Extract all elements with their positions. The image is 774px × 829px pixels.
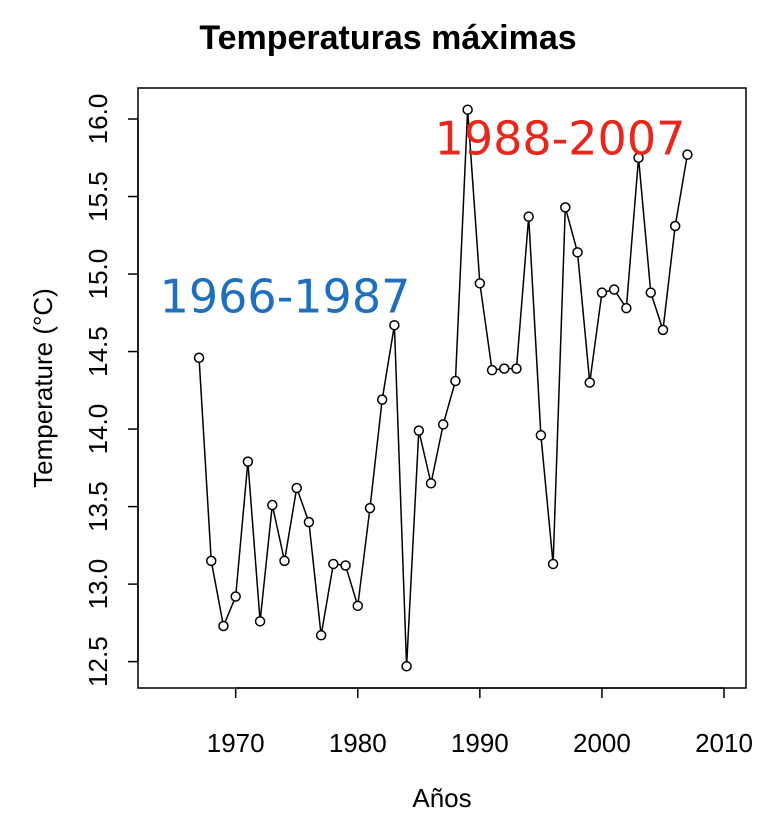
- point: [596, 287, 608, 298]
- point: [389, 319, 400, 331]
- chart-title: Temperaturas máximas: [199, 19, 576, 57]
- point: [669, 220, 681, 232]
- x-tick-label: 1980: [329, 728, 387, 758]
- line: [198, 109, 689, 667]
- annotation: 1988-2007: [435, 112, 686, 166]
- y-tick-label: 13.5: [83, 481, 113, 532]
- point: [352, 600, 364, 612]
- point: [376, 394, 388, 405]
- point: [633, 152, 644, 164]
- point: [267, 499, 278, 511]
- y-tick-label: 16.0: [83, 94, 113, 145]
- point: [682, 149, 693, 160]
- y-tick-label: 15.0: [83, 249, 113, 300]
- point: [242, 456, 254, 467]
- point: [645, 287, 657, 298]
- point: [340, 560, 351, 571]
- y-tick-label: 13.0: [83, 559, 113, 610]
- point: [547, 558, 559, 570]
- point: [364, 502, 376, 514]
- point: [621, 302, 632, 314]
- point: [608, 284, 620, 295]
- y-tick-label: 15.5: [83, 171, 113, 222]
- point: [584, 377, 595, 388]
- point: [254, 616, 266, 627]
- point: [303, 516, 315, 528]
- point: [291, 482, 302, 494]
- point: [218, 620, 229, 632]
- point: [279, 555, 290, 567]
- y-tick-label: 14.0: [83, 404, 113, 455]
- point: [486, 364, 498, 376]
- point: [462, 104, 473, 115]
- x-tick-label: 2010: [695, 728, 753, 758]
- point: [511, 363, 522, 374]
- point: [523, 211, 534, 222]
- x-tick-label: 1970: [207, 728, 265, 758]
- point: [560, 202, 571, 213]
- y-axis-label: Temperature (°C): [28, 288, 58, 488]
- point: [193, 352, 205, 364]
- y-tick-label: 12.5: [83, 636, 113, 687]
- point: [450, 375, 461, 387]
- plot-box: [137, 87, 747, 689]
- x-axis-label: Años: [412, 783, 471, 813]
- x-tick-label: 1990: [451, 728, 509, 758]
- point: [474, 278, 486, 289]
- point: [315, 630, 327, 641]
- point: [572, 247, 583, 258]
- point: [437, 419, 449, 430]
- point: [401, 661, 412, 672]
- x-tick-label: 2000: [573, 728, 631, 758]
- point: [535, 430, 547, 441]
- point: [499, 363, 510, 374]
- annotation: 1966-1987: [160, 270, 411, 324]
- point: [206, 555, 217, 567]
- point: [425, 478, 437, 489]
- point: [230, 591, 241, 602]
- point: [657, 324, 669, 336]
- point: [328, 558, 339, 570]
- point: [413, 425, 425, 436]
- y-tick-label: 14.5: [83, 326, 113, 377]
